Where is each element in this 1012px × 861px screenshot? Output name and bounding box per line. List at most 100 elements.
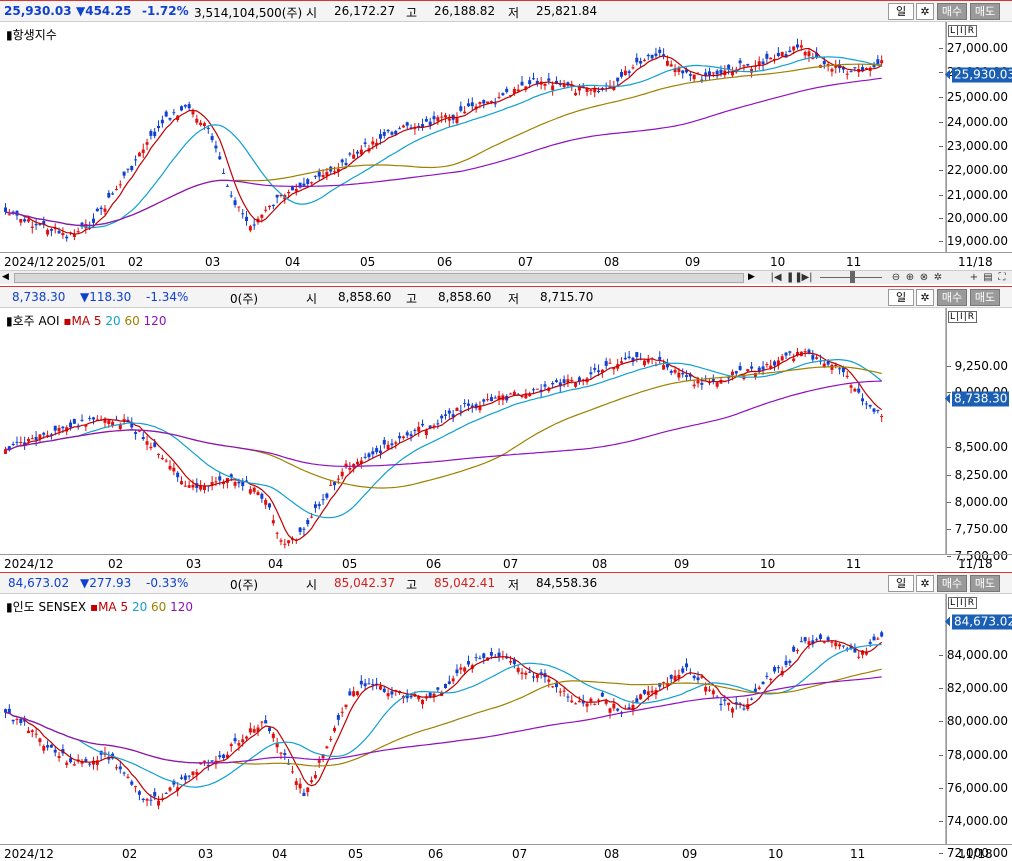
candle-body (830, 69, 834, 72)
sell-button[interactable]: 매도 (970, 3, 1000, 20)
high-label: 고 (406, 6, 418, 20)
candle-body (486, 101, 490, 104)
candle-body (118, 184, 122, 186)
candle-body (857, 656, 861, 658)
scroll-right-arrow[interactable]: ▶ (748, 272, 755, 282)
candle-body (287, 540, 291, 544)
buy-button[interactable]: 매수 (937, 575, 967, 592)
candle-body (784, 660, 788, 665)
candle-body (386, 130, 390, 132)
x-tick-label: 2024/12 (4, 557, 54, 571)
candle-body (137, 430, 141, 432)
candle-body (681, 70, 685, 74)
pause-icon[interactable]: ❚❚ (786, 272, 803, 283)
candle-body (849, 645, 853, 649)
candle-body (482, 653, 486, 658)
first-icon[interactable]: |◀ (770, 272, 782, 283)
chart-scrollbar[interactable]: ◀ ▶ |◀ ❚❚ ▶| ⊖ ⊕ ⊗ ✲ + ▤ ⛶ (0, 270, 1012, 284)
candle-body (796, 44, 799, 48)
settings-icon[interactable]: ✲ (916, 289, 934, 306)
candle-body (333, 727, 337, 732)
candle-body (673, 675, 677, 681)
settings-icon[interactable]: ✲ (916, 575, 934, 592)
gear-icon[interactable]: ✲ (933, 272, 943, 283)
candle-body (214, 481, 218, 483)
candle-body (646, 691, 650, 695)
zoom-in-icon[interactable]: ⊕ (905, 272, 915, 283)
layout-icon[interactable]: ▤ (983, 272, 993, 283)
period-button[interactable]: 일 (888, 575, 914, 592)
candle-body (302, 183, 306, 186)
lir-toggle[interactable]: L|I|R (948, 25, 977, 37)
candle-body (727, 64, 731, 70)
candle-body (822, 60, 826, 65)
candle-body (336, 168, 340, 172)
candle-chart[interactable] (0, 22, 946, 252)
candle-body (290, 186, 294, 191)
scroll-thumb[interactable] (14, 273, 744, 283)
scroll-left-arrow[interactable]: ◀ (2, 272, 9, 282)
period-button[interactable]: 일 (888, 3, 914, 20)
volume: 0(주) (230, 292, 259, 306)
lir-toggle[interactable]: L|I|R (948, 311, 977, 323)
candle-body (134, 159, 138, 161)
candle-chart[interactable] (0, 308, 946, 554)
candle-body (348, 153, 352, 155)
candle-body (466, 661, 470, 665)
candle-body (436, 117, 440, 121)
candle-body (742, 708, 746, 710)
sell-button[interactable]: 매도 (970, 575, 1000, 592)
candle-body (417, 426, 421, 432)
reset-icon[interactable]: ⊗ (919, 272, 929, 283)
x-tick-label: 11 (850, 847, 866, 861)
candle-body (30, 438, 34, 440)
x-tick-label: 11 (846, 557, 862, 571)
candle-body (340, 471, 344, 477)
x-tick-label: 03 (205, 255, 221, 269)
candle-body (543, 384, 547, 387)
zoom-out-icon[interactable]: ⊖ (891, 272, 901, 283)
candle-body (134, 432, 138, 434)
y-tick-label: 8,250.00 (946, 468, 1008, 482)
candle-body (593, 88, 597, 93)
candle-body (654, 53, 658, 56)
buy-button[interactable]: 매수 (937, 289, 967, 306)
candle-body (336, 715, 340, 720)
candle-body (677, 67, 681, 73)
low-value: 8,715.70 (540, 290, 594, 304)
settings-icon[interactable]: ✲ (916, 3, 934, 20)
candle-body (84, 425, 88, 427)
candle-body (497, 96, 501, 98)
expand-icon[interactable]: ⛶ (998, 272, 1006, 283)
candle-body (11, 211, 15, 213)
candle-body (222, 754, 226, 759)
candle-body (432, 425, 436, 427)
candle-body (275, 532, 279, 534)
x-tick-label: 04 (272, 847, 288, 861)
y-tick-label: 8,000.00 (946, 495, 1008, 509)
candle-body (394, 130, 398, 135)
buy-button[interactable]: 매수 (937, 3, 967, 20)
candle-body (547, 78, 551, 81)
candle-body (692, 675, 696, 679)
lir-toggle[interactable]: L|I|R (948, 597, 977, 609)
candle-body (623, 357, 627, 360)
price: 8,738.30 (12, 290, 66, 304)
candle-body (558, 691, 562, 693)
zoom-slider-thumb[interactable] (850, 271, 855, 283)
candle-body (352, 154, 356, 159)
candle-body (646, 54, 650, 57)
candle-body (30, 730, 34, 732)
period-button[interactable]: 일 (888, 289, 914, 306)
candle-body (597, 370, 601, 373)
open-label: 시 (306, 292, 318, 306)
add-icon[interactable]: + (969, 272, 979, 283)
candle-body (279, 540, 283, 542)
candle-body (627, 707, 631, 710)
candle-body (325, 171, 329, 176)
candle-body (149, 131, 153, 136)
sell-button[interactable]: 매도 (970, 289, 1000, 306)
candle-body (195, 772, 199, 775)
candle-chart[interactable] (0, 594, 946, 844)
last-icon[interactable]: ▶| (801, 272, 813, 283)
